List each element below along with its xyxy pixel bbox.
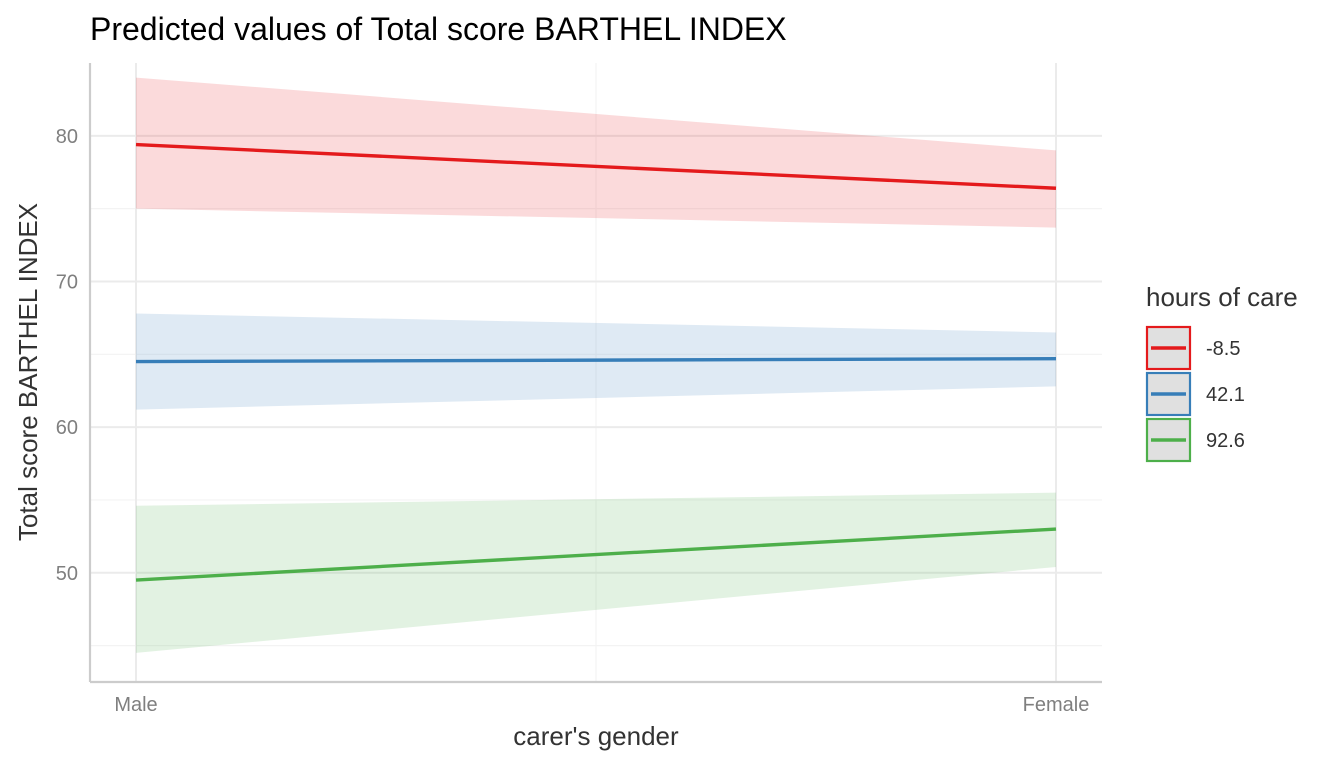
y-axis-title: Total score BARTHEL INDEX <box>13 203 43 541</box>
x-tick-labels: Male Female <box>114 694 1089 716</box>
x-tick-label: Female <box>1023 694 1090 716</box>
confidence-ribbons <box>136 77 1056 653</box>
ribbon-series-2 <box>136 492 1056 653</box>
ribbon-series-0 <box>136 77 1056 228</box>
x-axis-title: carer's gender <box>513 721 679 751</box>
y-tick-label: 60 <box>56 417 78 439</box>
legend-label: 92.6 <box>1206 430 1245 452</box>
y-tick-label: 70 <box>56 271 78 293</box>
chart-title: Predicted values of Total score BARTHEL … <box>90 11 787 47</box>
y-tick-label: 80 <box>56 126 78 148</box>
legend-label: -8.5 <box>1206 338 1240 360</box>
series-lines <box>135 142 1057 582</box>
y-tick-label: 50 <box>56 563 78 585</box>
line-series-1 <box>135 356 1057 364</box>
line-series-0 <box>135 142 1057 190</box>
legend-title: hours of care <box>1146 282 1298 312</box>
legend: hours of care -8.5 42.1 92.6 <box>1145 282 1298 463</box>
legend-label: 42.1 <box>1206 384 1245 406</box>
line-series-2 <box>135 527 1057 582</box>
x-tick-label: Male <box>114 694 157 716</box>
y-tick-labels: 50 60 70 80 <box>56 126 78 585</box>
